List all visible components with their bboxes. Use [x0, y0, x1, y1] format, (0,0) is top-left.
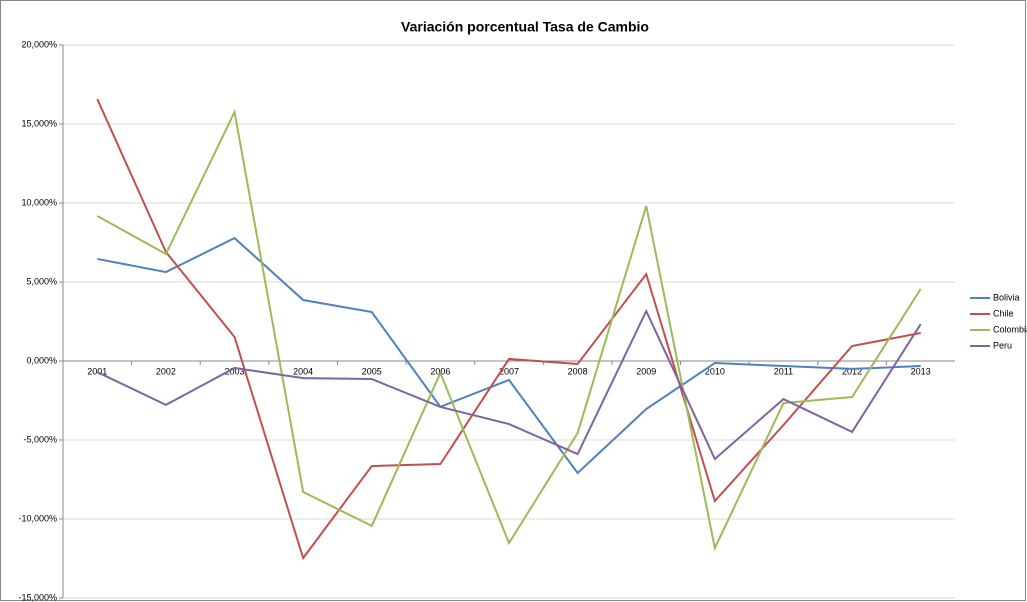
x-tick-label: 2004: [293, 366, 313, 376]
x-tick-label: 2001: [87, 366, 107, 376]
x-tick-label: 2009: [636, 366, 656, 376]
y-tick-label: -15,000%: [18, 592, 57, 602]
y-tick-label: 10,000%: [21, 197, 57, 207]
legend-label: Bolivia: [993, 292, 1020, 302]
legend-label: Chile: [993, 308, 1014, 318]
x-tick-label: 2013: [911, 366, 931, 376]
legend-label: Peru: [993, 340, 1012, 350]
series-line: [97, 236, 921, 475]
x-tick-label: 2008: [568, 366, 588, 376]
y-tick-label: 20,000%: [21, 39, 57, 49]
y-tick-label: 0,000%: [26, 355, 57, 365]
x-tick-label: 2007: [499, 366, 519, 376]
x-tick-label: 2012: [842, 366, 862, 376]
y-tick-label: -5,000%: [23, 434, 57, 444]
x-tick-label: 2011: [774, 366, 793, 376]
x-tick-label: 2005: [362, 366, 382, 376]
chart-title: Variación porcentual Tasa de Cambio: [401, 19, 649, 35]
y-tick-label: 15,000%: [21, 118, 57, 128]
series-line: [96, 108, 922, 552]
x-tick-label: 2002: [156, 366, 176, 376]
y-tick-label: 5,000%: [26, 276, 57, 286]
y-tick-label: -10,000%: [18, 513, 57, 523]
legend-label: Colombia: [993, 324, 1027, 334]
x-tick-label: 2003: [225, 366, 245, 376]
series-line: [96, 98, 921, 561]
x-tick-label: 2010: [705, 366, 725, 376]
series-line: [96, 308, 922, 461]
